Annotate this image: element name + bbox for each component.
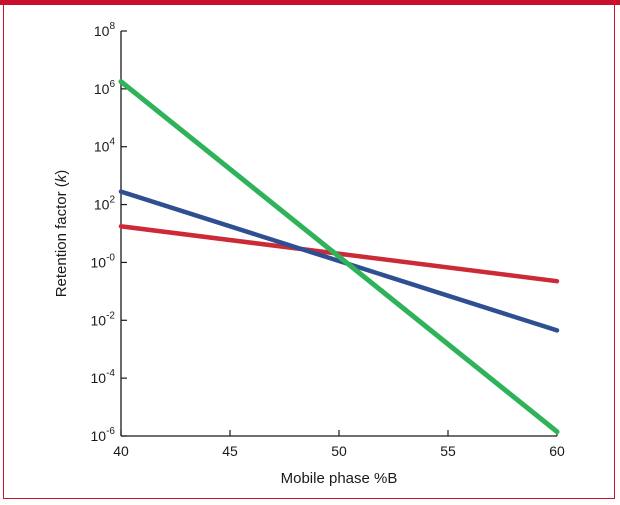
- x-tick-label: 40: [113, 443, 129, 459]
- x-axis-title: Mobile phase %B: [281, 470, 398, 487]
- y-axis-title-variable: k: [53, 173, 70, 182]
- y-tick-label: 10-2: [91, 310, 116, 328]
- y-axis-title-suffix: ): [53, 170, 70, 175]
- top-accent-bar: [0, 0, 620, 5]
- x-tick-label: 45: [222, 443, 238, 459]
- y-tick-label: 104: [94, 137, 116, 155]
- y-tick-label: 108: [94, 21, 116, 39]
- figure-frame: [3, 5, 615, 499]
- y-tick-label: 10-0: [91, 252, 116, 270]
- y-tick-label: 106: [94, 79, 116, 97]
- y-axis-title-prefix: Retention factor (: [53, 182, 70, 297]
- series-group: [118, 79, 560, 435]
- x-tick-label: 60: [549, 443, 565, 459]
- y-ticks: 108 106 104 102 10-0 10-2 10-4 10-6: [91, 21, 127, 444]
- series-line: [118, 189, 560, 333]
- x-tick-label: 55: [440, 443, 456, 459]
- y-tick-label: 10-6: [91, 426, 116, 444]
- x-ticks: 40 45 50 55 60: [113, 430, 565, 459]
- x-tick-label: 50: [331, 443, 347, 459]
- y-tick-label: 102: [94, 195, 116, 213]
- y-axis-title: Retention factor (k): [53, 170, 70, 298]
- y-tick-label: 10-4: [91, 368, 116, 386]
- series-line: [118, 79, 560, 435]
